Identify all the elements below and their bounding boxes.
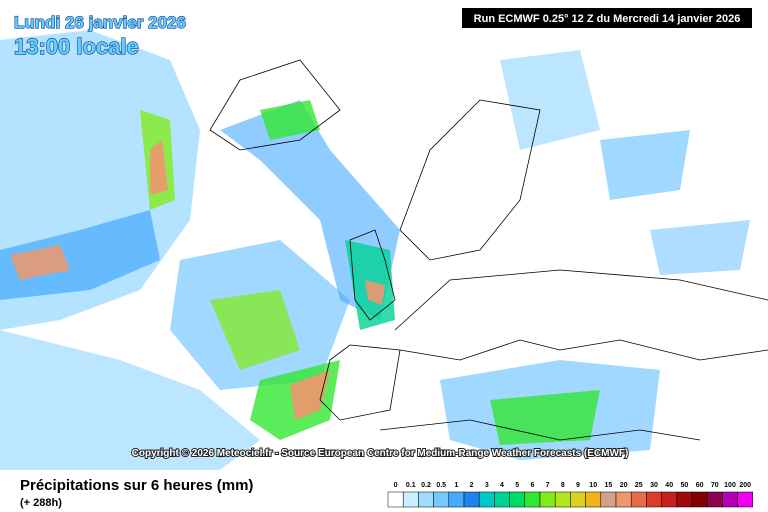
legend: 0 0.1 0.2 0.5 1 2 3 4 5 6 7 8 9 10 15 20 25 30 40 50 60 70 100… <box>387 482 754 508</box>
run-box <box>462 8 752 28</box>
footer-lead: (+ 288h) <box>20 497 62 509</box>
legend-label: 8 <box>561 482 565 489</box>
legend-label: 60 <box>696 482 704 489</box>
legend-swatch <box>539 491 556 508</box>
legend-label: 200 <box>739 482 751 489</box>
legend-swatch <box>433 491 450 508</box>
coastlines <box>209 59 768 441</box>
scandinavia <box>399 99 541 261</box>
precip-area <box>10 245 70 280</box>
greenland-iceland <box>209 59 341 151</box>
legend-swatch <box>676 491 693 508</box>
legend-label: 6 <box>530 482 534 489</box>
legend-swatch <box>478 491 495 508</box>
precip-area <box>260 100 320 140</box>
continent <box>394 269 768 361</box>
legend-swatch <box>509 491 526 508</box>
precip-area <box>490 390 600 445</box>
legend-label: 100 <box>724 482 736 489</box>
legend-label: 40 <box>665 482 673 489</box>
legend-swatch <box>630 491 647 508</box>
legend-swatch <box>448 491 465 508</box>
legend-swatch <box>615 491 632 508</box>
legend-swatch <box>661 491 678 508</box>
precipitation-field <box>0 30 750 470</box>
legend-label: 0 <box>394 482 398 489</box>
legend-swatch <box>463 491 480 508</box>
precip-area <box>500 50 600 150</box>
legend-label: 30 <box>650 482 658 489</box>
legend-label: 20 <box>620 482 628 489</box>
legend-label: 2 <box>470 482 474 489</box>
precip-area <box>0 330 260 470</box>
legend-label: 1 <box>454 482 458 489</box>
footer-title: Précipitations sur 6 heures (mm) <box>20 477 253 494</box>
legend-label: 10 <box>589 482 597 489</box>
forecast-time: 13:00 locale <box>14 34 139 59</box>
legend-label: 0.5 <box>436 482 446 489</box>
british-isles <box>349 229 396 321</box>
precip-area <box>150 140 168 195</box>
legend-swatch <box>646 491 662 508</box>
legend-swatch <box>418 491 434 508</box>
legend-swatch <box>494 491 510 508</box>
legend-swatch <box>387 491 404 508</box>
legend-label: 0.1 <box>406 482 416 489</box>
legend-swatch <box>737 491 754 508</box>
precip-area <box>0 210 160 300</box>
forecast-date: Lundi 26 janvier 2026 <box>14 13 186 32</box>
legend-label: 5 <box>515 482 519 489</box>
precip-area <box>365 280 385 305</box>
copyright: Copyright © 2026 Meteociel.fr - Source E… <box>132 448 629 459</box>
legend-label: 25 <box>635 482 643 489</box>
legend-label: 15 <box>605 482 613 489</box>
legend-label: 70 <box>711 482 719 489</box>
legend-label: 3 <box>485 482 489 489</box>
legend-label: 7 <box>546 482 550 489</box>
legend-label: 4 <box>500 482 504 489</box>
precip-area <box>650 220 750 275</box>
precip-area <box>600 130 690 200</box>
legend-swatch <box>570 491 586 508</box>
run-info: Run ECMWF 0.25° 12 Z du Mercredi 14 janv… <box>474 13 741 25</box>
legend-swatch <box>554 491 571 508</box>
precip-area <box>290 370 330 420</box>
legend-label: 50 <box>681 482 689 489</box>
precip-area <box>210 290 300 370</box>
legend-swatch <box>600 491 617 508</box>
legend-swatch <box>585 491 602 508</box>
legend-label: 0.2 <box>421 482 431 489</box>
legend-swatch <box>524 491 541 508</box>
legend-swatch <box>722 491 738 508</box>
legend-label: 9 <box>576 482 580 489</box>
legend-swatch <box>706 491 723 508</box>
north-africa <box>379 419 701 441</box>
iberia <box>319 344 401 421</box>
legend-swatch <box>402 491 419 508</box>
legend-swatch <box>691 491 708 508</box>
